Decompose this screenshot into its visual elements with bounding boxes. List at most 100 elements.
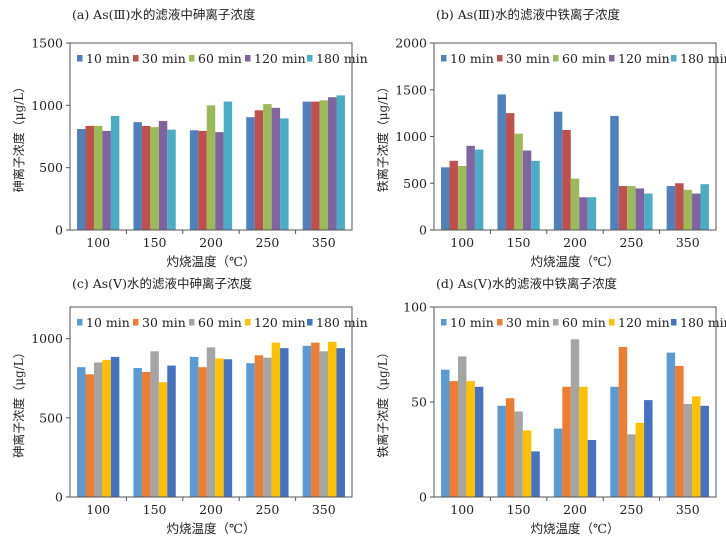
legend-label: 180 min <box>316 51 368 66</box>
bar-30min-150 <box>141 125 151 230</box>
x-tick-label: 250 <box>255 502 279 517</box>
bar-10min-250 <box>246 117 255 230</box>
bar-120min-100 <box>466 381 475 497</box>
bar-120min-100 <box>102 130 111 230</box>
x-tick-label: 100 <box>86 235 110 250</box>
x-tick-label: 250 <box>619 502 643 517</box>
legend-label: 60 min <box>562 51 606 66</box>
bar-180min-350 <box>336 348 345 497</box>
x-axis-label: 灼烧温度（℃） <box>531 254 620 269</box>
legend-item: 30 min <box>497 51 550 66</box>
bar-60min-350 <box>319 100 329 230</box>
y-tick-label: 500 <box>403 176 427 191</box>
legend-item: 10 min <box>441 51 494 66</box>
bar-60min-350 <box>683 403 693 497</box>
legend-item: 60 min <box>189 51 242 66</box>
x-tick-label: 250 <box>255 235 279 250</box>
x-tick-label: 200 <box>563 235 587 250</box>
legend-swatch <box>553 319 559 326</box>
chart-panel-a: (a) As(Ⅲ)水的滤液中砷离子浓度 0 500 1000 1500 100 150 200… <box>11 7 368 269</box>
y-tick-label: 500 <box>39 410 63 425</box>
legend-swatch <box>497 55 503 62</box>
legend-item: 10 min <box>441 315 494 330</box>
legend-swatch <box>609 319 615 326</box>
legend-swatch <box>441 319 447 326</box>
chart-title: (d) As(Ⅴ)水的滤液中铁离子浓度 <box>436 276 617 291</box>
legend: 10 min 30 min 60 min 120 min 180 min <box>77 51 368 66</box>
x-tick-label: 200 <box>199 235 223 250</box>
y-axis-label: 砷离子浓度（μg/L） <box>11 346 26 458</box>
legend-swatch <box>245 319 251 326</box>
bar-10min-150 <box>497 405 506 497</box>
x-tick-label: 350 <box>312 502 336 517</box>
legend-swatch <box>307 319 313 326</box>
bar-180min-200 <box>587 197 597 230</box>
bar-10min-150 <box>497 94 506 231</box>
bar-30min-150 <box>505 113 515 231</box>
bar-60min-150 <box>150 127 159 230</box>
bar-10min-200 <box>553 428 563 497</box>
bar-120min-200 <box>215 358 224 497</box>
bar-60min-350 <box>683 189 693 230</box>
bar-10min-200 <box>189 356 199 498</box>
bar-180min-150 <box>531 451 540 497</box>
bar-10min-150 <box>133 122 142 230</box>
legend-item: 60 min <box>553 51 606 66</box>
bar-60min-100 <box>93 125 103 230</box>
bar-30min-200 <box>562 386 571 497</box>
plot-area-frame <box>69 306 353 498</box>
y-tick-label: 1500 <box>31 36 63 51</box>
bar-30min-250 <box>618 186 628 230</box>
bar-60min-100 <box>457 165 467 230</box>
legend-swatch <box>77 55 83 62</box>
legend-item: 10 min <box>77 315 130 330</box>
bar-180min-350 <box>336 95 345 230</box>
legend-item: 120 min <box>609 315 670 330</box>
bar-180min-350 <box>700 405 709 497</box>
y-tick-label: 1000 <box>31 98 63 113</box>
legend-swatch <box>497 319 503 326</box>
bar-60min-150 <box>150 351 159 497</box>
y-axis-label: 砷离子浓度（μg/L） <box>11 81 26 193</box>
x-tick-label: 150 <box>507 502 531 517</box>
y-tick-label: 1500 <box>395 82 427 97</box>
x-tick-label: 350 <box>676 235 700 250</box>
y-tick-label: 0 <box>55 490 63 505</box>
bar-180min-150 <box>167 365 176 497</box>
bar-120min-250 <box>271 107 281 230</box>
x-tick-label: 150 <box>143 502 167 517</box>
y-tick-label: 0 <box>419 490 427 505</box>
x-tick-label: 100 <box>86 502 110 517</box>
legend-label: 10 min <box>86 51 130 66</box>
x-tick-label: 350 <box>312 235 336 250</box>
chart-title: (a) As(Ⅲ)水的滤液中砷离子浓度 <box>72 7 256 22</box>
bar-60min-250 <box>263 104 272 230</box>
bar-180min-150 <box>167 129 176 230</box>
bar-120min-250 <box>635 188 645 230</box>
legend-item: 10 min <box>77 51 130 66</box>
legend-item: 120 min <box>245 51 306 66</box>
bar-120min-200 <box>579 386 588 497</box>
chart-panel-d: (d) As(Ⅴ)水的滤液中铁离子浓度 0 50 100 100 150 200 250 350… <box>375 276 726 536</box>
bar-10min-100 <box>77 367 86 497</box>
y-tick-label: 0 <box>55 223 63 238</box>
bar-180min-100 <box>474 149 484 230</box>
legend-item: 180 min <box>307 51 368 66</box>
legend: 10 min 30 min 60 min 120 min 180 min <box>441 51 726 66</box>
bar-120min-200 <box>215 132 224 230</box>
bar-10min-350 <box>666 352 676 497</box>
bar-180min-100 <box>110 356 120 498</box>
bar-30min-250 <box>254 110 264 230</box>
legend-item: 180 min <box>307 315 368 330</box>
bar-120min-350 <box>328 97 337 230</box>
bar-30min-100 <box>449 160 458 230</box>
legend-label: 180 min <box>316 315 368 330</box>
legend-label: 10 min <box>86 315 130 330</box>
legend-label: 10 min <box>450 315 494 330</box>
bar-30min-200 <box>198 130 207 230</box>
bar-10min-100 <box>441 167 450 230</box>
legend-swatch <box>133 319 139 326</box>
x-tick-label: 200 <box>199 502 223 517</box>
legend-swatch <box>77 319 83 326</box>
bar-10min-350 <box>302 101 312 230</box>
